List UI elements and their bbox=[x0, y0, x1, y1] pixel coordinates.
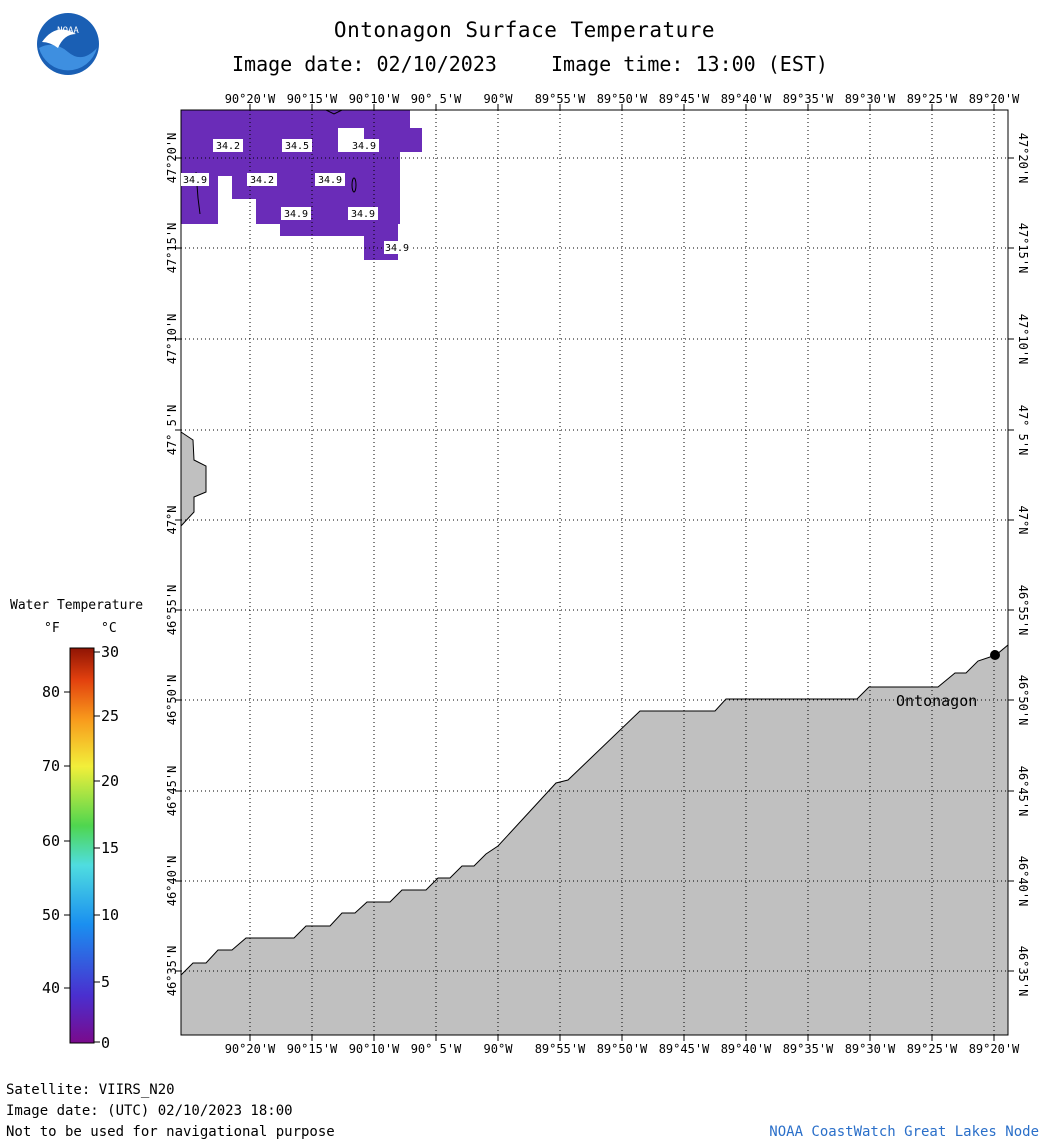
temp-label: 34.9 bbox=[385, 243, 409, 254]
lat-label-right: 47°20'N bbox=[1016, 133, 1030, 184]
legend-f-tick: 80 bbox=[42, 683, 60, 701]
lon-label-bottom: 90° 5'W bbox=[411, 1042, 462, 1056]
lat-label-left: 47°20'N bbox=[165, 133, 179, 184]
lon-label-top: 90°20'W bbox=[225, 92, 276, 106]
lat-label-right: 46°45'N bbox=[1016, 766, 1030, 817]
lon-label-bottom: 90°10'W bbox=[349, 1042, 400, 1056]
color-scale-bar bbox=[69, 647, 95, 1044]
lat-label-left: 46°35'N bbox=[165, 946, 179, 997]
temp-label: 34.2 bbox=[250, 175, 274, 186]
water-temperature-patch bbox=[181, 110, 422, 260]
lon-label-top: 89°45'W bbox=[659, 92, 710, 106]
lat-label-right: 47° 5'N bbox=[1016, 405, 1030, 456]
lat-label-right: 47°10'N bbox=[1016, 314, 1030, 365]
noaa-logo: NOAA bbox=[37, 13, 99, 75]
land-west bbox=[180, 431, 207, 528]
legend-f-tick: 50 bbox=[42, 906, 60, 924]
lon-label-bottom: 89°45'W bbox=[659, 1042, 710, 1056]
temp-label: 34.2 bbox=[216, 141, 240, 152]
image-time: Image time: 13:00 (EST) bbox=[551, 52, 828, 76]
legend-c-tick: 15 bbox=[101, 839, 119, 857]
lon-label-top: 89°40'W bbox=[721, 92, 772, 106]
lat-label-right: 47°N bbox=[1016, 506, 1030, 535]
lon-label-bottom: 89°30'W bbox=[845, 1042, 896, 1056]
lon-label-bottom: 90°15'W bbox=[287, 1042, 338, 1056]
lat-label-right: 46°50'N bbox=[1016, 675, 1030, 726]
legend-f-tick: 60 bbox=[42, 832, 60, 850]
legend-unit-f: °F bbox=[44, 621, 60, 636]
page-title: Ontonagon Surface Temperature bbox=[333, 18, 716, 42]
legend-f-tick: 40 bbox=[42, 979, 60, 997]
lon-label-bottom: 89°35'W bbox=[783, 1042, 834, 1056]
lat-label-right: 46°35'N bbox=[1016, 946, 1030, 997]
lon-label-bottom: 89°50'W bbox=[597, 1042, 648, 1056]
lat-label-left: 46°50'N bbox=[165, 675, 179, 726]
lon-label-top: 90° 5'W bbox=[411, 92, 462, 106]
lat-label-left: 47°N bbox=[165, 506, 179, 535]
lon-label-bottom: 90°20'W bbox=[225, 1042, 276, 1056]
lon-label-top: 89°50'W bbox=[597, 92, 648, 106]
lat-label-left: 46°40'N bbox=[165, 856, 179, 907]
legend-c-tick: 20 bbox=[101, 772, 119, 790]
temp-label: 34.5 bbox=[285, 141, 309, 152]
lat-label-left: 47° 5'N bbox=[165, 405, 179, 456]
temp-label: 34.9 bbox=[318, 175, 342, 186]
lat-label-left: 47°10'N bbox=[165, 314, 179, 365]
lon-label-top: 89°55'W bbox=[535, 92, 586, 106]
legend-title: Water Temperature bbox=[10, 598, 143, 613]
lat-label-left: 47°15'N bbox=[165, 223, 179, 274]
temp-label: 34.9 bbox=[284, 209, 308, 220]
lon-label-top: 90°W bbox=[484, 92, 514, 106]
city-marker bbox=[990, 650, 1000, 660]
temp-label: 34.9 bbox=[183, 175, 207, 186]
footer-utc-date: Image date: (UTC) 02/10/2023 18:00 bbox=[6, 1103, 293, 1119]
lat-label-right: 46°55'N bbox=[1016, 585, 1030, 636]
legend-c-tick: 30 bbox=[101, 643, 119, 661]
logo-text: NOAA bbox=[57, 26, 79, 36]
lon-label-top: 89°30'W bbox=[845, 92, 896, 106]
lon-label-bottom: 89°55'W bbox=[535, 1042, 586, 1056]
temp-label: 34.9 bbox=[351, 209, 375, 220]
legend-unit-c: °C bbox=[101, 621, 117, 636]
legend-c-tick: 5 bbox=[101, 973, 110, 991]
lat-label-left: 46°55'N bbox=[165, 585, 179, 636]
legend-f-tick: 70 bbox=[42, 757, 60, 775]
legend-c-tick: 0 bbox=[101, 1034, 110, 1052]
footer-disclaimer: Not to be used for navigational purpose bbox=[6, 1124, 335, 1140]
footer-satellite: Satellite: VIIRS_N20 bbox=[6, 1082, 175, 1098]
lon-label-bottom: 89°20'W bbox=[969, 1042, 1020, 1056]
lon-label-top: 90°10'W bbox=[349, 92, 400, 106]
legend-c-tick: 25 bbox=[101, 707, 119, 725]
lon-label-bottom: 89°40'W bbox=[721, 1042, 772, 1056]
lat-label-left: 46°45'N bbox=[165, 766, 179, 817]
lon-label-bottom: 90°W bbox=[484, 1042, 514, 1056]
temp-label: 34.9 bbox=[352, 141, 376, 152]
lon-label-top: 89°35'W bbox=[783, 92, 834, 106]
map-frame bbox=[180, 109, 1009, 1036]
footer-credit: NOAA CoastWatch Great Lakes Node bbox=[769, 1124, 1039, 1140]
legend-c-tick: 10 bbox=[101, 906, 119, 924]
lon-label-bottom: 89°25'W bbox=[907, 1042, 958, 1056]
image-date: Image date: 02/10/2023 bbox=[232, 52, 497, 76]
lon-label-top: 89°25'W bbox=[907, 92, 958, 106]
lon-label-top: 89°20'W bbox=[969, 92, 1020, 106]
lat-label-right: 46°40'N bbox=[1016, 856, 1030, 907]
city-label: Ontonagon bbox=[896, 692, 977, 710]
land-mainland bbox=[180, 643, 1009, 1036]
lon-label-top: 90°15'W bbox=[287, 92, 338, 106]
lat-label-right: 47°15'N bbox=[1016, 223, 1030, 274]
